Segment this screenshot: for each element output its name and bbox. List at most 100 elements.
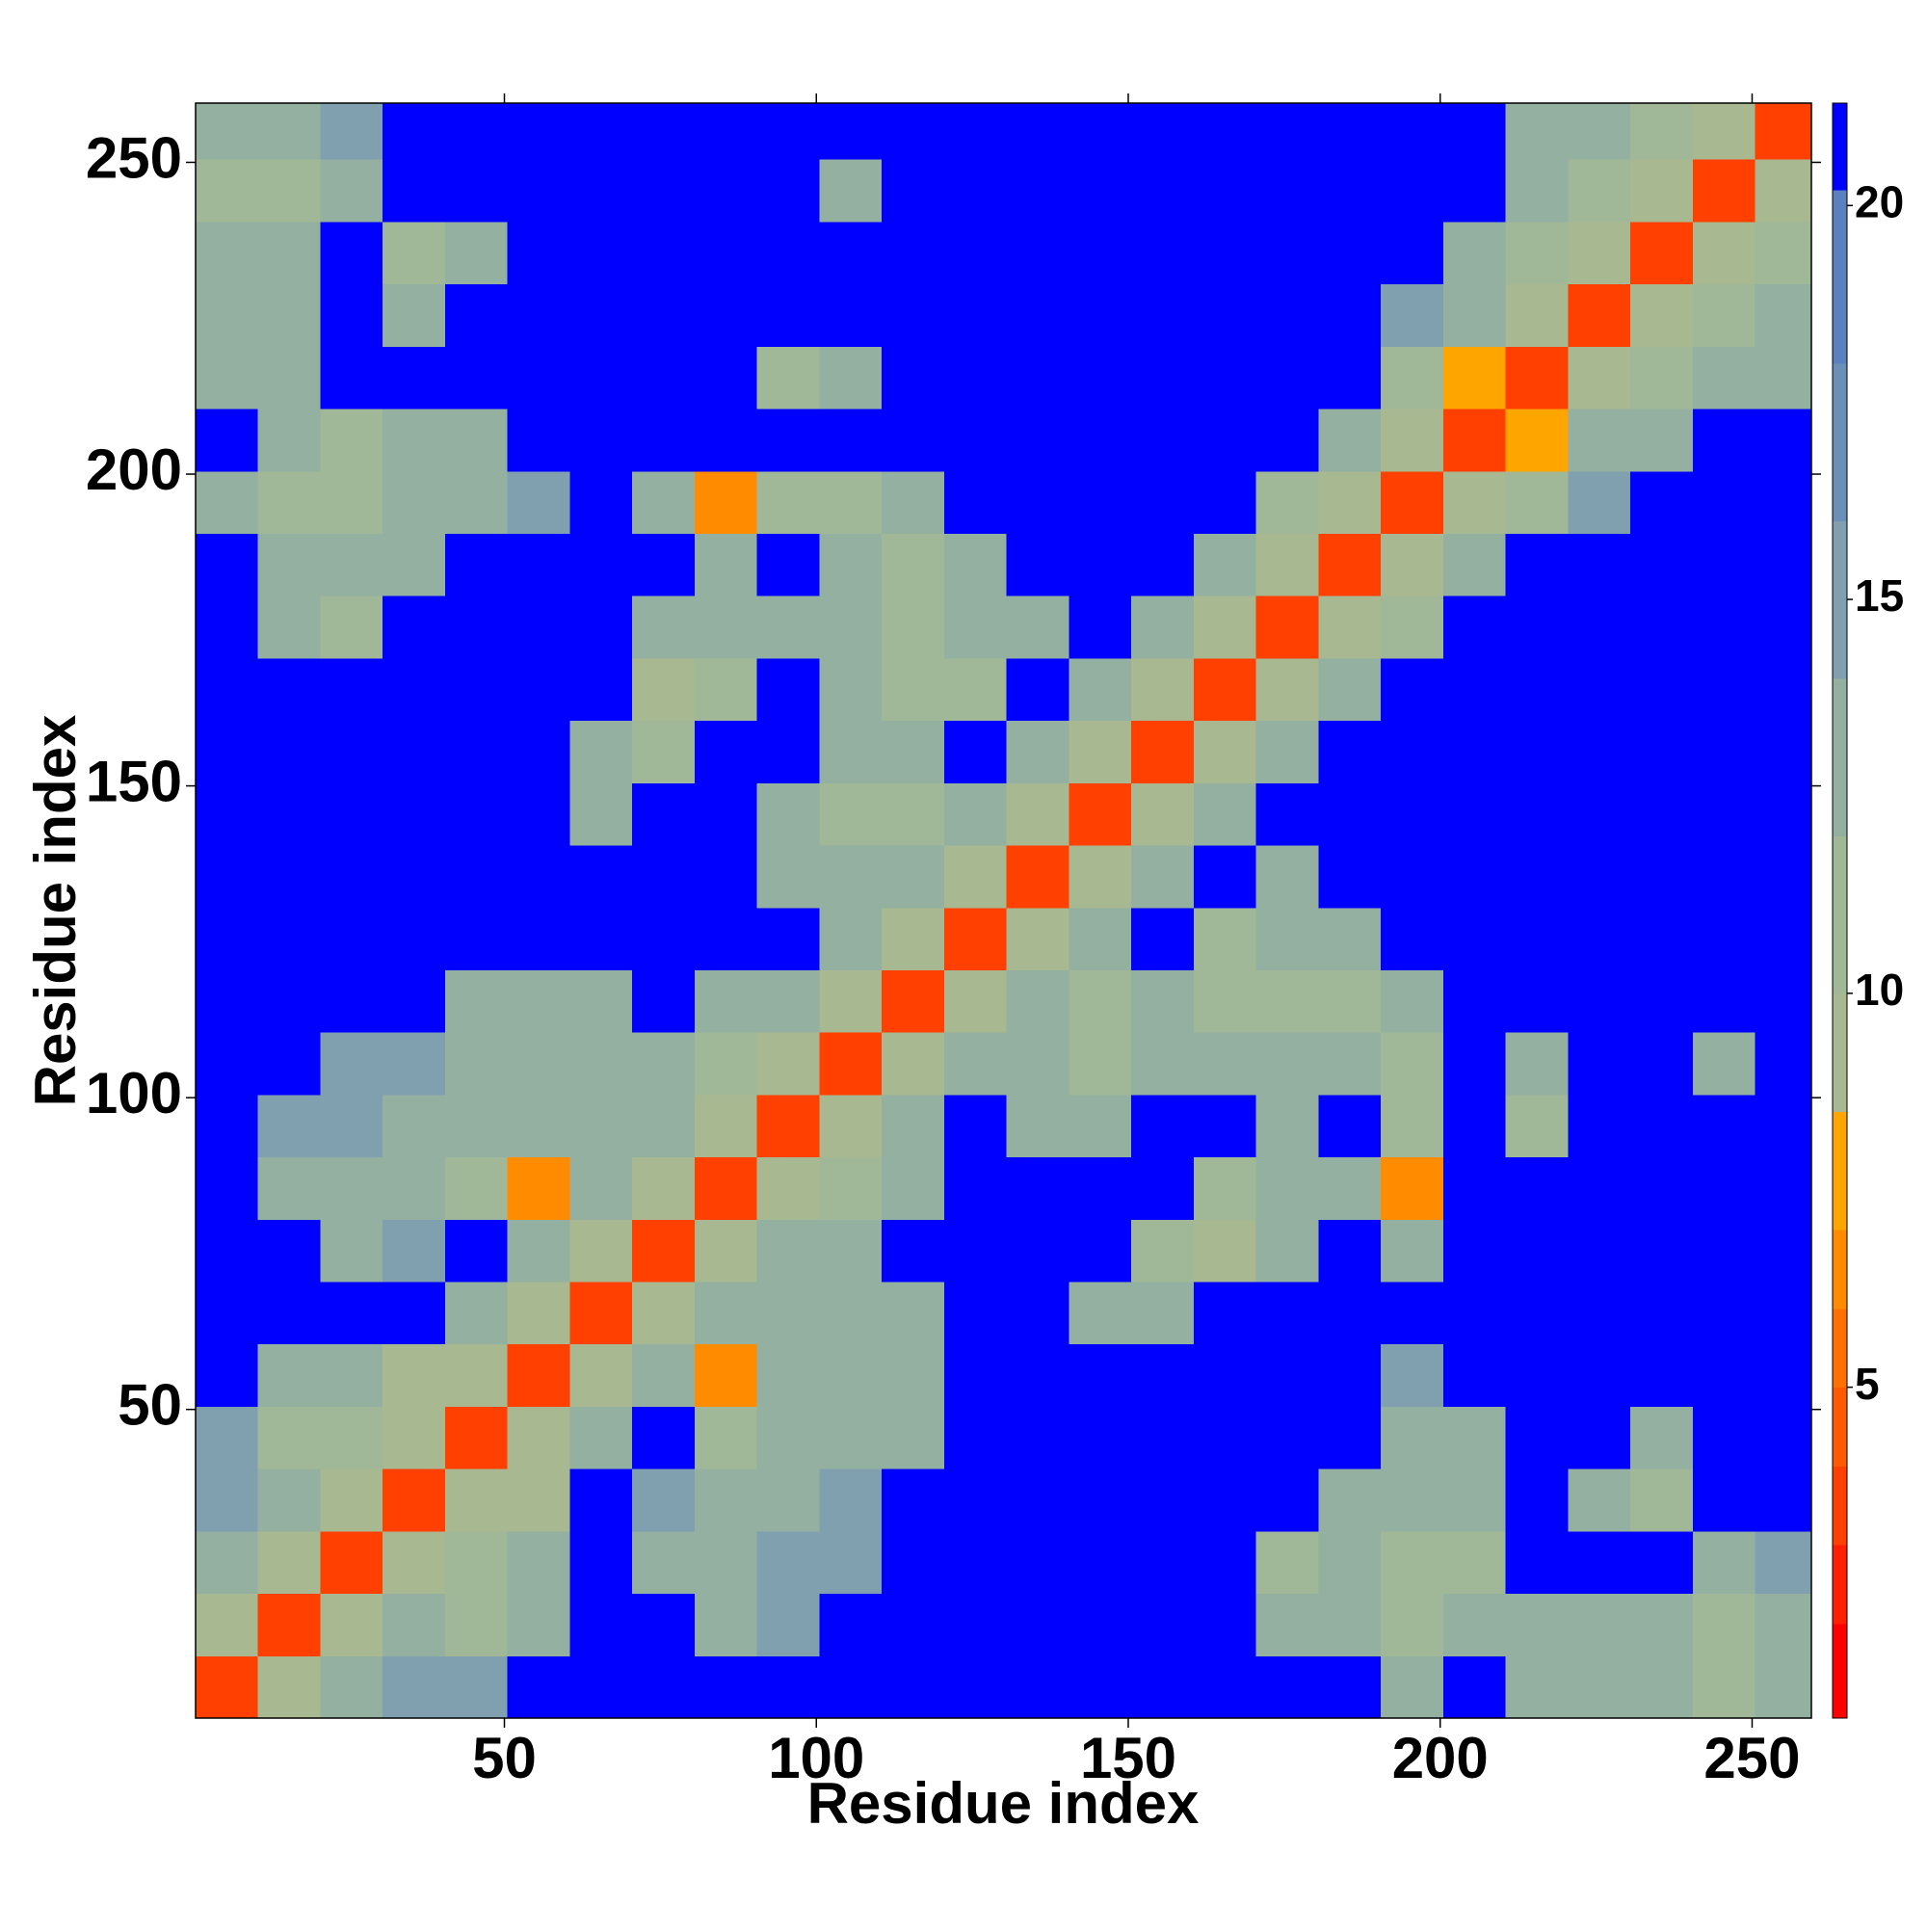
heatmap-cell <box>569 1282 633 1345</box>
heatmap-cell <box>882 969 945 1033</box>
heatmap-cell <box>1692 969 1756 1033</box>
heatmap-cell <box>1630 1655 1694 1719</box>
y-tick-label: 200 <box>86 437 182 502</box>
heatmap-cell <box>632 1219 696 1283</box>
heatmap-cell <box>1755 1094 1812 1158</box>
heatmap-cell <box>882 533 945 596</box>
heatmap-cell <box>1505 907 1569 970</box>
heatmap-cell <box>1755 346 1812 410</box>
heatmap-cell <box>507 1282 570 1345</box>
heatmap-cell <box>320 1469 383 1532</box>
heatmap-cell <box>882 1219 945 1283</box>
heatmap-cell <box>1630 1406 1694 1469</box>
heatmap-cell <box>444 346 509 410</box>
heatmap-cell <box>569 845 633 909</box>
heatmap-cell <box>320 1655 383 1719</box>
heatmap-cell <box>1630 283 1694 347</box>
heatmap-cell <box>1255 1219 1319 1283</box>
heatmap-cell <box>1381 969 1444 1033</box>
heatmap-cell <box>1630 409 1694 472</box>
heatmap-cell <box>1318 1156 1382 1220</box>
heatmap-cell <box>1755 409 1812 472</box>
heatmap-cell <box>1755 1343 1812 1407</box>
heatmap-cell <box>507 1593 570 1656</box>
heatmap-cell <box>257 103 321 160</box>
heatmap-cell <box>383 409 446 472</box>
heatmap-cell <box>257 1219 321 1283</box>
heatmap-cell <box>1692 907 1756 970</box>
heatmap-cell <box>257 595 321 659</box>
heatmap-cell <box>1692 782 1756 846</box>
heatmap-cell <box>1069 1530 1132 1595</box>
heatmap-cell <box>320 1406 383 1469</box>
heatmap-cell <box>257 782 321 846</box>
x-tick-label: 250 <box>1703 1726 1800 1790</box>
heatmap-cell <box>1006 1469 1069 1532</box>
heatmap-cell <box>694 1032 758 1096</box>
heatmap-cell <box>196 907 259 970</box>
heatmap-cell <box>694 1219 758 1283</box>
heatmap-cell <box>1381 595 1444 659</box>
heatmap-cell <box>1069 969 1132 1033</box>
heatmap-cell <box>1318 1282 1382 1345</box>
heatmap-cell <box>257 409 321 472</box>
heatmap-cell <box>1318 845 1382 909</box>
heatmap-cell <box>1255 1469 1319 1532</box>
heatmap-cell <box>694 907 758 970</box>
heatmap-cell <box>632 1655 696 1719</box>
heatmap-cell <box>1692 845 1756 909</box>
heatmap-cell <box>1255 595 1319 659</box>
heatmap-cell <box>1755 595 1812 659</box>
heatmap-cell <box>1131 1655 1195 1719</box>
heatmap-cell <box>1630 782 1694 846</box>
colorbar-frame <box>1832 102 1848 1719</box>
heatmap-cell <box>1630 1156 1694 1220</box>
heatmap-cell <box>1069 907 1132 970</box>
heatmap-cell <box>943 1156 1008 1220</box>
heatmap-cell <box>943 346 1008 410</box>
heatmap-cell <box>943 657 1008 722</box>
heatmap-cell <box>943 969 1008 1033</box>
heatmap-cell <box>1318 782 1382 846</box>
heatmap-cell <box>1131 409 1195 472</box>
colorbar-band <box>1833 1230 1847 1310</box>
colorbar-band <box>1833 1308 1847 1389</box>
heatmap-cell <box>943 720 1008 783</box>
heatmap-cell <box>1692 1094 1756 1158</box>
heatmap-cell <box>257 907 321 970</box>
heatmap-cell <box>943 1406 1008 1469</box>
heatmap-cell <box>569 1655 633 1719</box>
colorbar-tick-label: 10 <box>1855 965 1904 1015</box>
heatmap-cell <box>943 1219 1008 1283</box>
heatmap-cell <box>1006 470 1069 535</box>
heatmap-cell <box>756 1032 820 1096</box>
heatmap-cell <box>196 159 259 223</box>
heatmap-cell <box>1381 470 1444 535</box>
heatmap-cell <box>1006 1094 1069 1158</box>
heatmap-cell <box>507 1156 570 1220</box>
heatmap-cell <box>1193 409 1257 472</box>
heatmap-cell <box>1505 1094 1569 1158</box>
heatmap-cell <box>943 533 1008 596</box>
heatmap-cell <box>632 1343 696 1407</box>
heatmap-cell <box>1069 159 1132 223</box>
heatmap-cell <box>1006 1032 1069 1096</box>
heatmap-cell <box>1630 1469 1694 1532</box>
heatmap-cell <box>819 533 883 596</box>
heatmap-cell <box>1755 1406 1812 1469</box>
y-tick-label: 250 <box>86 125 182 190</box>
heatmap-cell <box>1069 1406 1132 1469</box>
heatmap-cell <box>444 221 509 285</box>
heatmap-cell <box>1006 1282 1069 1345</box>
heatmap-cell <box>1692 1156 1756 1220</box>
heatmap-cell <box>444 720 509 783</box>
heatmap-cell <box>444 595 509 659</box>
heatmap-cell <box>1755 657 1812 722</box>
heatmap-cell <box>1630 1219 1694 1283</box>
heatmap-cell <box>1755 907 1812 970</box>
heatmap-cell <box>1755 969 1812 1033</box>
heatmap-cell <box>694 782 758 846</box>
heatmap-cell <box>1442 470 1507 535</box>
heatmap-cell <box>507 720 570 783</box>
heatmap-cell <box>444 1094 509 1158</box>
